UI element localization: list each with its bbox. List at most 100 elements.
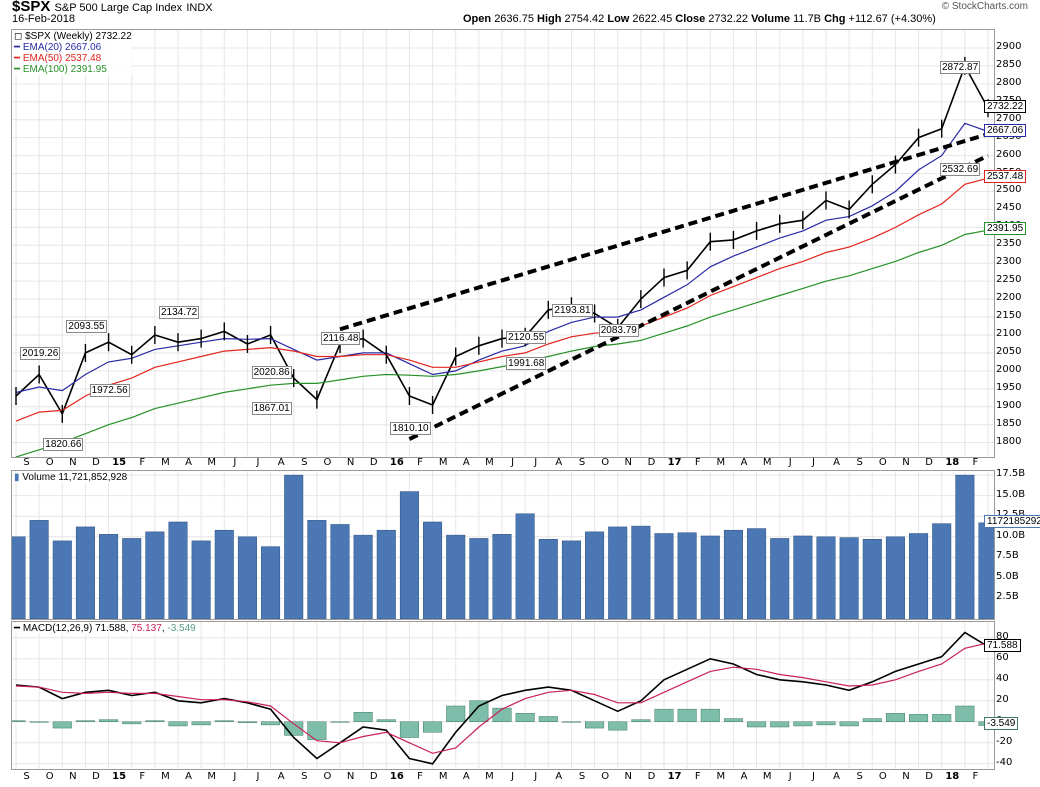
x-tick-label: O xyxy=(601,771,610,782)
price-tick-label: 1900 xyxy=(996,399,1022,411)
price-tick-label: 2900 xyxy=(996,40,1022,52)
ema100-line xyxy=(15,229,989,457)
volume-bar xyxy=(816,536,836,619)
macd-histogram-bar xyxy=(862,718,882,722)
macd-histogram-bar xyxy=(423,721,443,733)
volume-bar xyxy=(214,529,234,619)
x-tick-label: O xyxy=(45,457,54,468)
symbol-title: $SPX S&P 500 Large Cap Index INDX xyxy=(12,0,213,15)
x-tick-label: D xyxy=(369,457,378,468)
x-tick-label: J xyxy=(788,457,792,468)
macd-histogram-bar xyxy=(538,716,558,722)
ohlc-readout: Open 2636.75 High 2754.42 Low 2622.45 Cl… xyxy=(463,13,936,25)
x-tick-label: S xyxy=(578,771,586,782)
x-axis-macd: S O N D 15 F M A M J J A S O N D 16 F M A M J J A S O N D 17 F M A M J J A S… xyxy=(11,771,993,785)
macd-histogram-bar xyxy=(677,708,697,723)
macd-histogram-bar xyxy=(654,708,674,723)
price-tick-label: 2450 xyxy=(996,202,1022,214)
price-annotation: 2083.79 xyxy=(598,323,639,337)
x-tick-label: F xyxy=(972,457,979,468)
price-legend: ◻ $SPX (Weekly) 2732.22 ━ EMA(20) 2667.0… xyxy=(14,31,132,75)
volume-bar xyxy=(585,531,605,619)
macd-chart-svg xyxy=(12,622,994,769)
price-tick-label: 2100 xyxy=(996,328,1022,339)
x-tick-label: A xyxy=(277,771,285,782)
volume-bar xyxy=(423,521,443,619)
x-tick-label: J xyxy=(511,771,515,782)
x-tick-label: 18 xyxy=(945,771,960,782)
macd-histogram-bar xyxy=(608,721,628,731)
price-annotation: 2532.69 xyxy=(940,162,981,176)
chart-date: 16-Feb-2018 xyxy=(12,13,75,25)
macd-histogram-bar xyxy=(885,713,905,722)
macd-histogram-bar xyxy=(909,714,929,723)
volume-tick-label: 10.0B xyxy=(996,529,1026,541)
x-tick-label: F xyxy=(694,457,701,468)
legend-volume: ▮ Volume 11,721,852,928 xyxy=(14,472,128,483)
macd-histogram-bar xyxy=(747,721,767,728)
volume-bar xyxy=(29,520,49,619)
chg-value: +112.67 (+4.30%) xyxy=(848,13,936,25)
volume-bar xyxy=(122,538,142,619)
volume-legend: ▮ Volume 11,721,852,928 xyxy=(14,472,128,483)
macd-histogram-bar xyxy=(214,720,234,722)
macd-line xyxy=(15,631,989,765)
symbol-description: S&P 500 Large Cap Index xyxy=(54,2,183,14)
lower-trendline xyxy=(408,153,989,441)
x-tick-label: F xyxy=(694,771,701,782)
price-tick-label: 2150 xyxy=(996,310,1022,322)
volume-bar xyxy=(955,474,975,619)
x-tick-label: A xyxy=(185,457,192,468)
x-tick-label: N xyxy=(624,457,633,468)
x-tick-label: S xyxy=(23,457,30,468)
x-tick-label: A xyxy=(833,457,840,468)
volume-bar xyxy=(793,535,813,619)
macd-histogram-bar xyxy=(816,721,836,726)
macd-histogram-bar xyxy=(561,721,581,723)
macd-histogram-bar xyxy=(168,721,188,727)
macd-histogram-bar xyxy=(12,720,26,722)
price-tick-label: 2350 xyxy=(996,238,1022,250)
volume-bar xyxy=(747,528,767,619)
volume-bar xyxy=(145,531,165,619)
high-value: 2754.42 xyxy=(564,13,605,25)
macd-histogram-bar xyxy=(29,721,49,723)
x-tick-label: A xyxy=(555,771,563,782)
x-tick-label: N xyxy=(902,457,910,468)
macd-histogram-bar xyxy=(932,714,952,723)
ema50-line xyxy=(15,177,989,422)
macd-histogram-bar xyxy=(585,721,605,729)
x-tick-label: F xyxy=(417,771,423,782)
open-label: Open xyxy=(463,13,492,25)
x-tick-label: M xyxy=(716,457,726,468)
macd-histogram-bar xyxy=(99,719,119,723)
volume-bar xyxy=(723,529,743,619)
volume-panel[interactable]: ▮ Volume 11,721,852,928 xyxy=(11,470,995,620)
x-tick-label: M xyxy=(207,457,217,468)
volume-bar xyxy=(399,491,419,619)
x-tick-label: S xyxy=(301,457,308,468)
volume-bar xyxy=(839,537,859,619)
x-tick-label: J xyxy=(511,457,515,468)
x-tick-label: M xyxy=(161,457,170,468)
macd-panel[interactable]: ━ MACD(12,26,9) 71.588, 75.137, -3.549 xyxy=(11,621,995,770)
x-tick-label: M xyxy=(161,771,170,782)
macd-histogram-bar xyxy=(122,721,142,725)
x-tick-label: D xyxy=(369,771,378,782)
macd-histogram-bar xyxy=(631,719,651,723)
volume-value: 11.7B xyxy=(793,13,822,25)
x-tick-label: M xyxy=(485,771,494,782)
volume-bar xyxy=(12,536,26,619)
volume-bar xyxy=(654,533,674,619)
macd-histogram-bar xyxy=(770,721,790,728)
volume-label: Volume xyxy=(751,13,791,25)
x-tick-label: M xyxy=(485,457,494,468)
price-tick-label: 1850 xyxy=(996,417,1022,429)
x-tick-label: D xyxy=(92,771,100,782)
x-tick-label: D xyxy=(925,457,933,468)
x-tick-label: N xyxy=(624,771,633,782)
legend-spx: ◻ $SPX (Weekly) 2732.22 xyxy=(14,31,132,42)
volume-bar xyxy=(168,521,188,619)
price-panel[interactable]: ◻ $SPX (Weekly) 2732.22 ━ EMA(20) 2667.0… xyxy=(11,29,995,458)
x-tick-label: 15 xyxy=(112,771,127,782)
